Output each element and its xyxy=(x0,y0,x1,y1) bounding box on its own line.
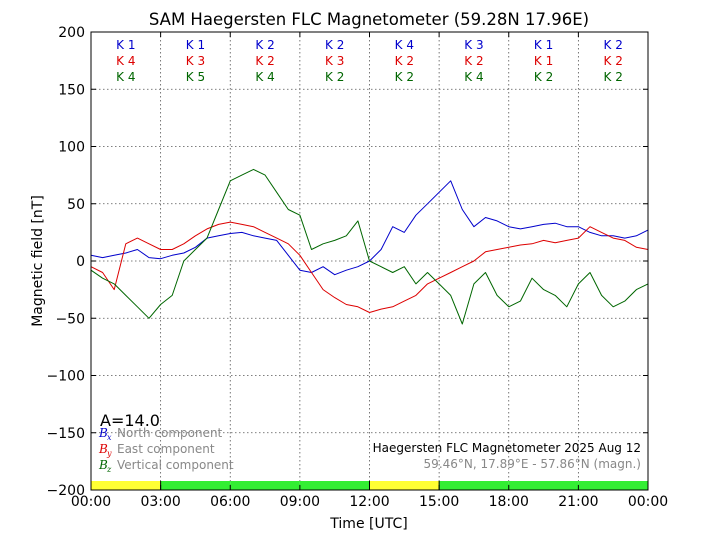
k-index-by: K 2 xyxy=(255,54,274,68)
k-index-bx: K 1 xyxy=(534,38,553,52)
x-tick-label: 03:00 xyxy=(140,494,180,510)
grid-lines xyxy=(91,32,648,490)
k-index-by: K 2 xyxy=(464,54,483,68)
x-axis-label: Time [UTC] xyxy=(329,516,407,532)
activity-segment-green xyxy=(578,481,648,490)
x-tick-label: 09:00 xyxy=(280,494,320,510)
legend-symbol: B xyxy=(98,442,108,456)
k-index-by: K 3 xyxy=(325,54,344,68)
legend-label: North component xyxy=(117,426,223,440)
series-line-east xyxy=(90,221,649,313)
x-tick-label: 21:00 xyxy=(558,494,598,510)
k-index-bz: K 4 xyxy=(255,70,274,84)
activity-segment-yellow xyxy=(91,481,161,490)
k-index-bz: K 2 xyxy=(604,70,623,84)
y-tick-label: 150 xyxy=(58,82,85,98)
x-tick-label: 15:00 xyxy=(419,494,459,510)
activity-segment-green xyxy=(439,481,509,490)
k-index-bz: K 5 xyxy=(186,70,205,84)
legend-label: East component xyxy=(117,442,215,456)
chart-title: SAM Haegersten FLC Magnetometer (59.28N … xyxy=(149,10,589,29)
k-index-bx: K 4 xyxy=(395,38,414,52)
a-index-label: A=14.0 xyxy=(100,411,160,430)
k-index-by: K 3 xyxy=(186,54,205,68)
k-index-table: K 1 K 4 K 4 K 1 K 3 K 5 K 2 K 2 K 4 K 2 K 3 K 2 K 4 K… xyxy=(116,38,623,84)
activity-segment-green xyxy=(508,481,579,490)
k-index-by: K 1 xyxy=(534,54,553,68)
y-axis-label: Magnetic field [nT] xyxy=(30,195,46,327)
activity-segment-green xyxy=(160,481,231,490)
k-index-bx: K 2 xyxy=(604,38,623,52)
x-tick-label: 00:00 xyxy=(71,494,111,510)
k-index-bz: K 2 xyxy=(534,70,553,84)
activity-segment-green xyxy=(230,481,300,490)
k-index-bz: K 2 xyxy=(395,70,414,84)
legend-subscript: z xyxy=(106,465,112,474)
legend-symbol: B xyxy=(98,426,108,440)
k-index-bz: K 4 xyxy=(464,70,483,84)
k-index-bz: K 4 xyxy=(116,70,135,84)
info-title: Haegersten FLC Magnetometer 2025 Aug 12 xyxy=(373,441,641,455)
y-tick-label: −150 xyxy=(47,426,85,442)
y-tick-label: −100 xyxy=(47,369,85,385)
k-index-by: K 2 xyxy=(604,54,623,68)
y-tick-label: −50 xyxy=(55,311,85,327)
x-tick-label: 06:00 xyxy=(210,494,250,510)
k-index-bx: K 2 xyxy=(255,38,274,52)
k-index-bx: K 3 xyxy=(464,38,483,52)
k-index-bz: K 2 xyxy=(325,70,344,84)
k-index-bx: K 2 xyxy=(325,38,344,52)
legend-subscript: x xyxy=(107,433,112,442)
k-index-bx: K 1 xyxy=(186,38,205,52)
axis-ticks: 00:00 03:00 06:00 09:00 12:00 15:00 18:00 21:00… xyxy=(47,25,669,510)
x-tick-label: 12:00 xyxy=(349,494,389,510)
x-tick-label: 18:00 xyxy=(489,494,529,510)
info-coords: 59.46°N, 17.89°E - 57.86°N (magn.) xyxy=(424,457,641,471)
y-tick-label: 100 xyxy=(58,140,85,156)
y-tick-label: 50 xyxy=(67,197,85,213)
legend-symbol: B xyxy=(98,458,108,472)
activity-segment-yellow xyxy=(369,481,440,490)
y-tick-label: 200 xyxy=(58,25,85,41)
y-tick-label: 0 xyxy=(76,254,85,270)
x-tick-label: 00:00 xyxy=(628,494,668,510)
series-line-vertical xyxy=(90,168,649,325)
legend-subscript: y xyxy=(106,449,112,458)
activity-segment-green xyxy=(299,481,370,490)
legend-label: Vertical component xyxy=(117,458,234,472)
data-series xyxy=(90,168,649,325)
k-index-by: K 4 xyxy=(116,54,135,68)
y-tick-label: −200 xyxy=(47,483,85,499)
k-index-by: K 2 xyxy=(395,54,414,68)
k-index-bx: K 1 xyxy=(116,38,135,52)
